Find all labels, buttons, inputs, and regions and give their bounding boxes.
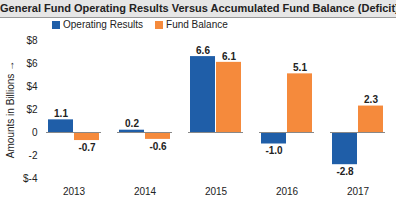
svg-text:1.1: 1.1 xyxy=(54,108,68,119)
svg-text:$2: $2 xyxy=(26,104,38,115)
svg-text:2016: 2016 xyxy=(276,186,299,197)
svg-text:$8: $8 xyxy=(26,35,38,46)
svg-text:0.2: 0.2 xyxy=(125,118,139,129)
svg-text:2015: 2015 xyxy=(205,186,228,197)
svg-text:$4: $4 xyxy=(26,81,38,92)
svg-text:-0.6: -0.6 xyxy=(149,141,167,152)
svg-text:-1.0: -1.0 xyxy=(265,145,283,156)
svg-text:0: 0 xyxy=(32,127,38,138)
svg-text:2013: 2013 xyxy=(63,186,86,197)
svg-text:2014: 2014 xyxy=(134,186,157,197)
html-text:Fund Balance: Fund Balance xyxy=(166,19,228,30)
svg-text:Amounts in Billions →: Amounts in Billions → xyxy=(5,61,16,158)
svg-text:$6: $6 xyxy=(26,58,38,69)
svg-text:6.1: 6.1 xyxy=(222,51,236,62)
svg-text:-2: -2 xyxy=(29,150,38,161)
svg-text:-0.7: -0.7 xyxy=(78,142,96,153)
svg-text:$-4: $-4 xyxy=(23,173,38,184)
svg-text:2.3: 2.3 xyxy=(364,94,378,105)
svg-text:5.1: 5.1 xyxy=(293,62,307,73)
svg-text:2017: 2017 xyxy=(347,186,370,197)
svg-text:6.6: 6.6 xyxy=(196,45,210,56)
svg-text:-2.8: -2.8 xyxy=(336,166,354,177)
html-text:Operating Results: Operating Results xyxy=(63,19,143,30)
